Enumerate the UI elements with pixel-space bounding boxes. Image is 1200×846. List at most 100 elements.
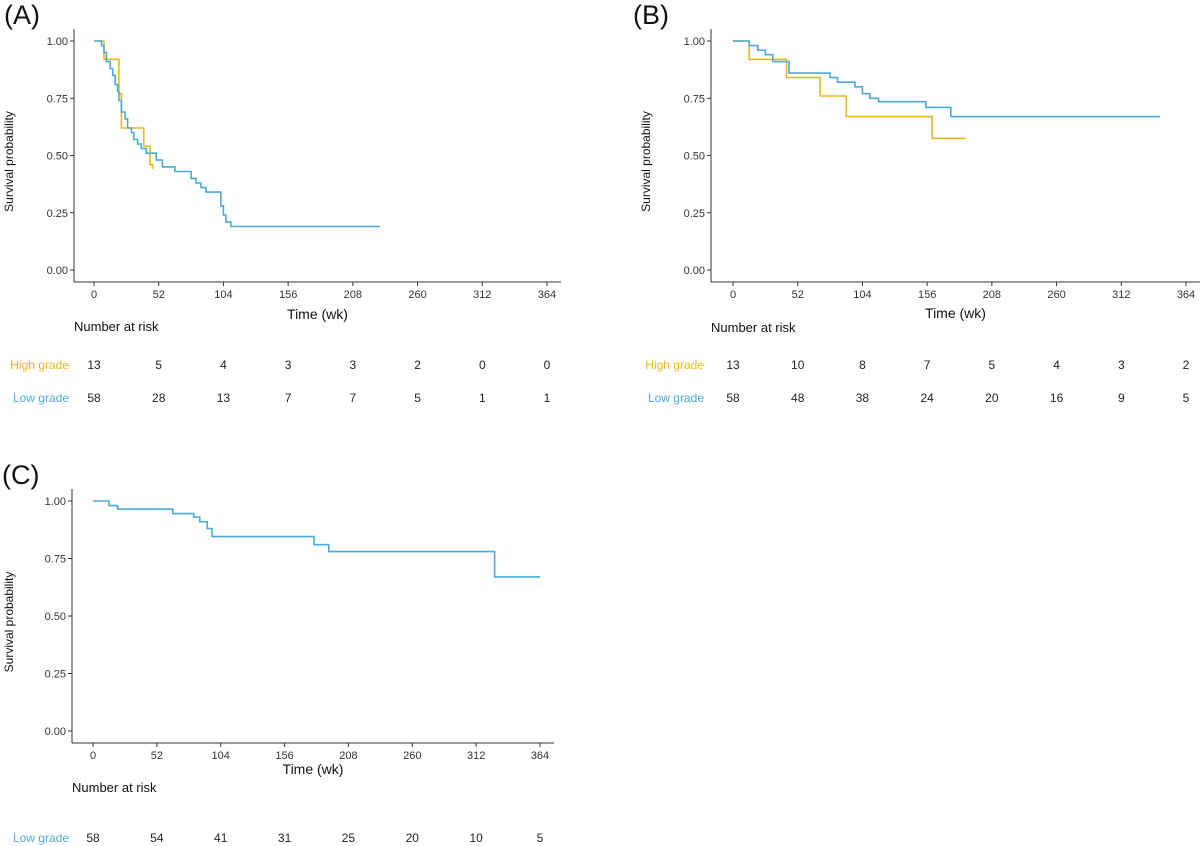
x-axis-title: Time (wk)	[925, 305, 986, 321]
x-tick-label: 104	[214, 289, 232, 301]
risk-count: 4	[220, 358, 227, 372]
x-tick-label: 260	[403, 750, 421, 762]
risk-count: 7	[350, 391, 357, 405]
x-tick-label: 156	[918, 289, 936, 301]
risk-table-title: Number at risk	[72, 780, 157, 795]
y-tick-label: 0.00	[45, 726, 66, 738]
risk-count: 38	[856, 391, 870, 405]
risk-count: 20	[406, 831, 420, 845]
y-axis-title: Survival probability	[639, 111, 653, 212]
chart-panel-b: (B)0.000.250.500.751.000 52 104 156 208 260 31…	[633, 0, 1200, 405]
chart-panel-a: (A)0.000.250.500.751.000 52 104 156 208 260 31…	[2, 0, 561, 405]
chart-panel-c: (C) 0.00 0.25 0.50 0.75 1.00 0 52 104 156 208 260 31…	[2, 460, 554, 845]
x-axis-title: Time (wk)	[283, 761, 344, 777]
risk-count: 2	[1183, 358, 1190, 372]
y-axis-title: Survival probability	[2, 572, 16, 673]
x-tick-label: 0	[730, 289, 736, 301]
risk-count: 0	[544, 358, 551, 372]
x-tick-label: 260	[1047, 289, 1065, 301]
risk-count: 2	[414, 358, 421, 372]
risk-count: 5	[414, 391, 421, 405]
x-tick-label: 104	[853, 289, 871, 301]
x-tick-label: 52	[792, 289, 804, 301]
risk-count: 58	[86, 831, 100, 845]
x-tick-label: 156	[275, 750, 293, 762]
x-tick-label: 312	[467, 750, 485, 762]
risk-table-title: Number at risk	[711, 320, 796, 335]
risk-count: 25	[342, 831, 356, 845]
risk-count: 58	[87, 391, 101, 405]
y-tick-label: 0.75	[684, 93, 705, 105]
y-tick-label: 0.50	[684, 151, 705, 163]
x-tick-label: 0	[90, 750, 96, 762]
x-tick-label: 52	[151, 750, 163, 762]
risk-count: 16	[1050, 391, 1064, 405]
risk-group-label: Low grade	[13, 831, 69, 845]
y-tick-label: 0.75	[45, 554, 66, 566]
risk-count: 4	[1053, 358, 1060, 372]
km-curve-high-grade	[733, 40, 966, 140]
risk-count: 3	[1118, 358, 1125, 372]
km-curve-low-grade	[93, 500, 540, 578]
risk-count: 5	[1183, 391, 1190, 405]
risk-group-label: Low grade	[13, 391, 69, 405]
km-curve-low-grade	[94, 40, 381, 228]
x-tick-label: 364	[538, 289, 556, 301]
x-tick-label: 208	[983, 289, 1001, 301]
risk-count: 41	[214, 831, 228, 845]
y-tick-label: 0.50	[47, 151, 68, 163]
y-tick-label: 0.50	[45, 611, 66, 623]
y-tick-label: 0.25	[47, 208, 68, 220]
risk-count: 3	[285, 358, 292, 372]
y-tick-label: 0.75	[47, 93, 68, 105]
y-axis-title: Survival probability	[2, 111, 16, 212]
risk-count: 24	[920, 391, 934, 405]
x-tick-label: 0	[91, 289, 97, 301]
risk-count: 1	[544, 391, 551, 405]
y-tick-label: 0.00	[684, 265, 705, 277]
risk-count: 5	[989, 358, 996, 372]
y-tick-label: 1.00	[684, 36, 705, 48]
risk-table-title: Number at risk	[74, 319, 159, 334]
risk-count: 48	[791, 391, 805, 405]
x-tick-label: 208	[339, 750, 357, 762]
risk-count: 10	[791, 358, 805, 372]
risk-count: 5	[537, 831, 544, 845]
risk-count: 58	[726, 391, 740, 405]
risk-count: 10	[469, 831, 483, 845]
risk-count: 20	[985, 391, 999, 405]
y-tick-label: 0.00	[47, 265, 68, 277]
risk-count: 54	[150, 831, 164, 845]
x-tick-label: 52	[153, 289, 165, 301]
risk-count: 5	[155, 358, 162, 372]
y-tick-label: 0.25	[684, 208, 705, 220]
risk-count: 13	[87, 358, 101, 372]
km-curve-high-grade	[94, 40, 154, 170]
risk-group-label: High grade	[645, 358, 704, 372]
risk-count: 1	[479, 391, 486, 405]
panel-label: (A)	[4, 0, 40, 30]
x-tick-label: 364	[531, 750, 549, 762]
risk-count: 9	[1118, 391, 1125, 405]
risk-group-label: Low grade	[648, 391, 704, 405]
y-tick-label: 1.00	[47, 36, 68, 48]
x-tick-label: 364	[1177, 289, 1195, 301]
x-tick-label: 156	[279, 289, 297, 301]
x-tick-label: 260	[408, 289, 426, 301]
panel-label: (B)	[633, 0, 669, 30]
risk-count: 28	[152, 391, 166, 405]
y-tick-label: 1.00	[45, 496, 66, 508]
y-tick-label: 0.25	[45, 669, 66, 681]
risk-count: 7	[924, 358, 931, 372]
km-curve-low-grade	[733, 40, 1160, 118]
panel-label: (C)	[2, 460, 39, 490]
risk-count: 7	[285, 391, 292, 405]
risk-count: 8	[859, 358, 866, 372]
risk-count: 3	[350, 358, 357, 372]
risk-group-label: High grade	[10, 358, 69, 372]
risk-count: 31	[278, 831, 292, 845]
x-tick-label: 312	[473, 289, 491, 301]
risk-count: 13	[726, 358, 740, 372]
x-tick-label: 312	[1112, 289, 1130, 301]
